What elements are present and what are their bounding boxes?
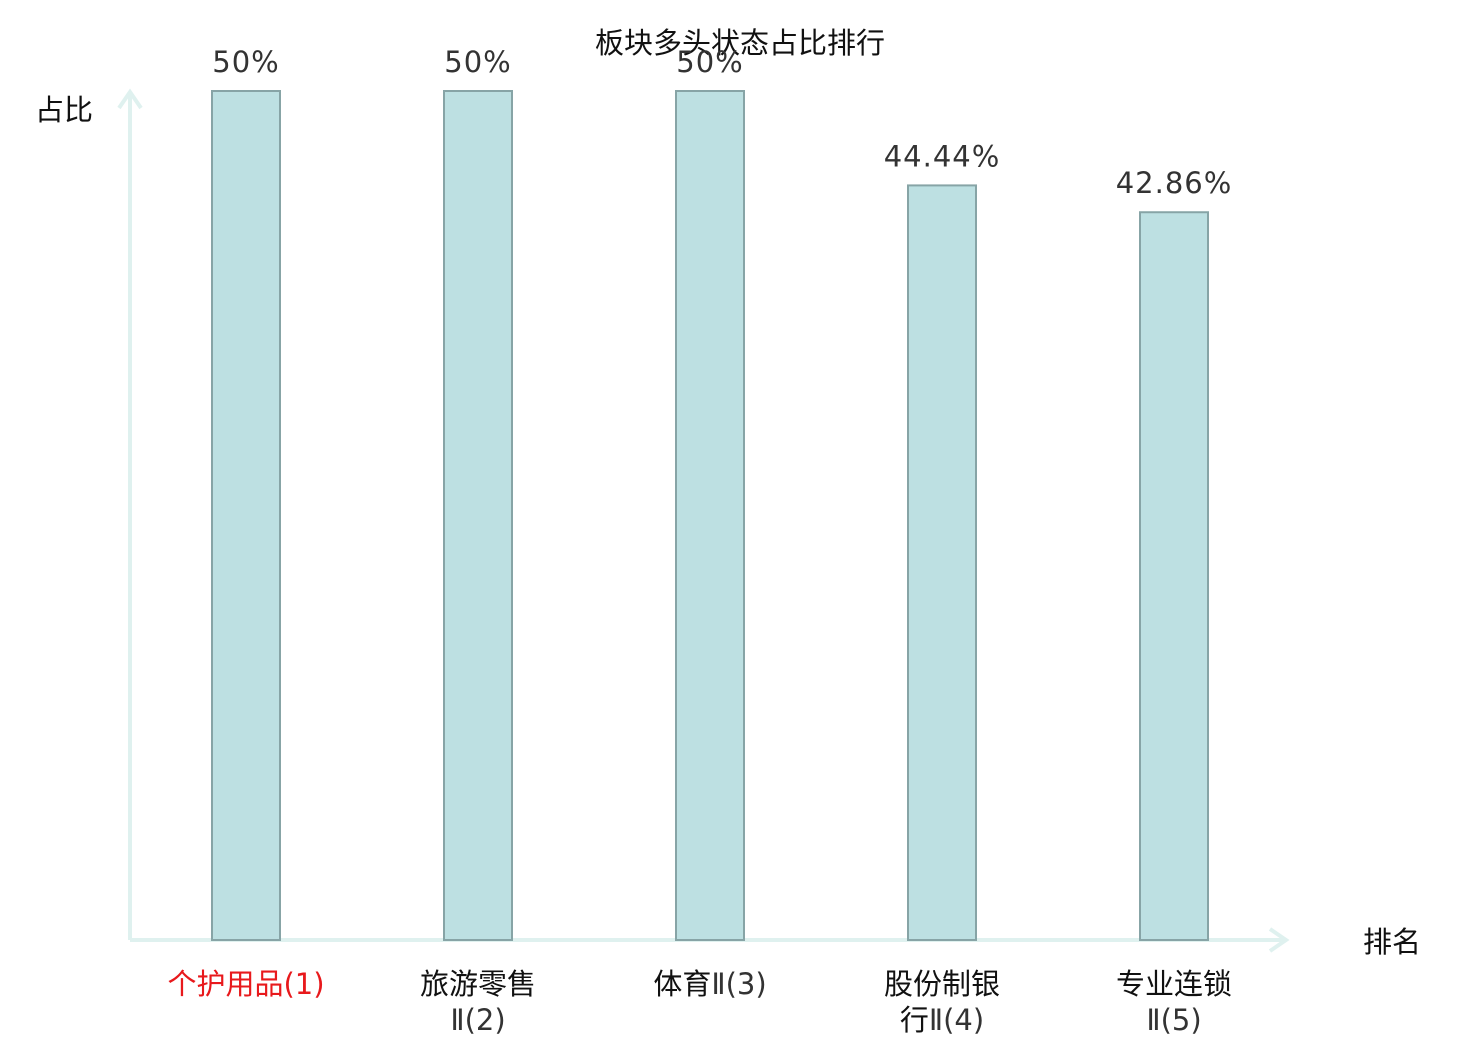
x-axis-title: 排名: [1363, 925, 1421, 959]
x-axis: 排名: [130, 925, 1421, 959]
value-label-1: 50%: [212, 45, 279, 79]
x-axis-arrow: [1268, 927, 1290, 953]
bar-1: [211, 90, 281, 941]
category-label-1: 个护用品(1): [167, 967, 324, 1001]
value-label-2: 50%: [444, 45, 511, 79]
category-label-3: 体育Ⅱ(3): [653, 967, 766, 1001]
bar-series: [211, 90, 1209, 942]
category-labels: 个护用品(1) 旅游零售 Ⅱ(2) 体育Ⅱ(3) 股份制银行Ⅱ(4) 专业连锁 Ⅱ(5): [167, 967, 1232, 1037]
value-label-4: 44.44%: [884, 139, 1001, 173]
category-label-5: 专业连锁 Ⅱ(5): [1116, 967, 1232, 1037]
category-label-2: 旅游零售 Ⅱ(2): [420, 967, 536, 1037]
y-axis: 占比: [35, 88, 143, 940]
bar-4: [907, 184, 977, 941]
y-axis-arrow: [117, 88, 143, 110]
value-label-3: 50%: [676, 45, 743, 79]
value-labels: 50% 50% 50% 44.44% 42.86%: [212, 45, 1233, 200]
chart-title: 板块多头状态占比排行: [595, 26, 885, 60]
bar-3: [675, 90, 745, 941]
y-axis-title: 占比: [35, 93, 93, 127]
bar-2: [443, 90, 513, 941]
category-label-4: 股份制银行Ⅱ(4): [884, 967, 1000, 1037]
value-label-5: 42.86%: [1116, 166, 1233, 200]
bar-5: [1139, 211, 1209, 942]
